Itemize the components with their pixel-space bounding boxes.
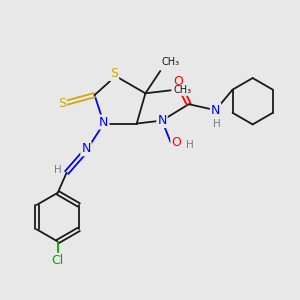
Text: CH₃: CH₃: [174, 85, 192, 95]
Text: H: H: [213, 119, 221, 129]
Text: S: S: [110, 67, 118, 80]
Text: N: N: [81, 142, 91, 155]
Text: Cl: Cl: [52, 254, 64, 267]
Text: N: N: [99, 116, 109, 128]
Text: N: N: [211, 103, 220, 117]
Text: H: H: [54, 165, 62, 175]
Text: O: O: [173, 74, 183, 88]
Text: O: O: [171, 136, 181, 149]
Text: S: S: [58, 98, 66, 110]
Text: N: N: [157, 114, 167, 127]
Text: H: H: [186, 140, 194, 150]
Text: CH₃: CH₃: [162, 57, 180, 68]
